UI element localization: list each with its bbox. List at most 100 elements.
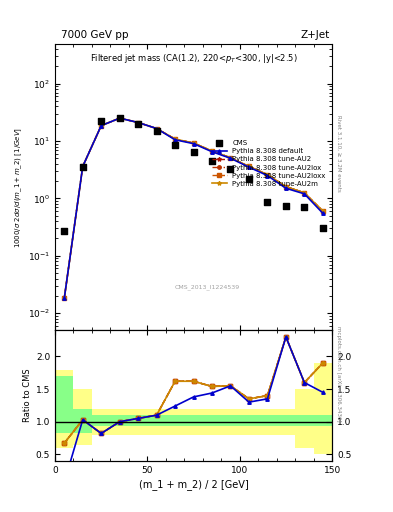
CMS — [246, 175, 252, 183]
Pythia 8.308 default — [284, 185, 288, 191]
CMS — [135, 120, 141, 128]
Pythia 8.308 tune-AU2loxx — [118, 115, 122, 121]
Pythia 8.308 tune-AU2loxx — [228, 155, 233, 161]
X-axis label: (m_1 + m_2) / 2 [GeV]: (m_1 + m_2) / 2 [GeV] — [139, 479, 248, 490]
Pythia 8.308 default — [62, 295, 67, 302]
Pythia 8.308 tune-AU2loxx — [284, 184, 288, 190]
Pythia 8.308 tune-AU2m — [99, 122, 104, 129]
Pythia 8.308 default — [154, 125, 159, 132]
Pythia 8.308 tune-AU2loxx — [302, 190, 307, 196]
CMS — [301, 203, 308, 211]
Pythia 8.308 tune-AU2 — [173, 136, 178, 142]
CMS — [264, 198, 271, 206]
Pythia 8.308 default — [321, 210, 325, 217]
Pythia 8.308 tune-AU2loxx — [136, 119, 141, 125]
Pythia 8.308 tune-AU2loxx — [99, 122, 104, 129]
Line: Pythia 8.308 tune-AU2: Pythia 8.308 tune-AU2 — [62, 116, 325, 301]
Pythia 8.308 tune-AU2lox — [173, 136, 178, 142]
Pythia 8.308 tune-AU2 — [302, 190, 307, 196]
Pythia 8.308 tune-AU2lox — [247, 163, 252, 169]
Text: Filtered jet mass (CA(1.2), 220<$p_T$<300, |y|<2.5): Filtered jet mass (CA(1.2), 220<$p_T$<30… — [90, 52, 298, 65]
Pythia 8.308 tune-AU2 — [247, 163, 252, 169]
Pythia 8.308 tune-AU2loxx — [265, 172, 270, 178]
Y-axis label: $1000/\sigma\ 2d\sigma/d(m\_1 + m\_2)\ [1/GeV]$: $1000/\sigma\ 2d\sigma/d(m\_1 + m\_2)\ [… — [13, 126, 24, 247]
Line: Pythia 8.308 tune-AU2lox: Pythia 8.308 tune-AU2lox — [62, 116, 325, 300]
Pythia 8.308 tune-AU2 — [136, 119, 141, 125]
Pythia 8.308 default — [265, 173, 270, 179]
Pythia 8.308 default — [99, 122, 104, 129]
CMS — [117, 114, 123, 122]
Pythia 8.308 tune-AU2loxx — [210, 148, 215, 154]
Pythia 8.308 tune-AU2lox — [81, 163, 85, 169]
Pythia 8.308 tune-AU2loxx — [154, 125, 159, 132]
CMS — [209, 157, 215, 165]
Text: Z+Jet: Z+Jet — [301, 30, 330, 40]
CMS — [228, 165, 234, 174]
Pythia 8.308 default — [302, 191, 307, 197]
Pythia 8.308 tune-AU2lox — [321, 208, 325, 214]
CMS — [283, 201, 289, 209]
Pythia 8.308 tune-AU2lox — [265, 172, 270, 178]
Pythia 8.308 tune-AU2m — [136, 119, 141, 125]
Pythia 8.308 tune-AU2loxx — [81, 163, 85, 169]
Pythia 8.308 tune-AU2m — [228, 155, 233, 161]
Pythia 8.308 tune-AU2 — [284, 184, 288, 190]
Pythia 8.308 tune-AU2m — [191, 140, 196, 146]
Pythia 8.308 tune-AU2m — [62, 295, 67, 302]
Pythia 8.308 tune-AU2 — [265, 172, 270, 178]
Pythia 8.308 tune-AU2 — [81, 163, 85, 169]
Pythia 8.308 tune-AU2m — [247, 163, 252, 169]
Pythia 8.308 tune-AU2lox — [99, 122, 104, 129]
Pythia 8.308 tune-AU2m — [321, 208, 325, 214]
Pythia 8.308 tune-AU2 — [154, 125, 159, 132]
Pythia 8.308 tune-AU2m — [173, 136, 178, 142]
Pythia 8.308 tune-AU2loxx — [321, 208, 325, 214]
Pythia 8.308 tune-AU2m — [81, 163, 85, 169]
Pythia 8.308 tune-AU2m — [210, 148, 215, 154]
Pythia 8.308 tune-AU2loxx — [62, 295, 67, 302]
Pythia 8.308 default — [191, 141, 196, 147]
CMS — [98, 117, 105, 125]
Pythia 8.308 tune-AU2loxx — [173, 136, 178, 142]
CMS — [61, 227, 68, 235]
Pythia 8.308 tune-AU2lox — [118, 115, 122, 121]
CMS — [191, 147, 197, 156]
Line: Pythia 8.308 tune-AU2loxx: Pythia 8.308 tune-AU2loxx — [62, 116, 325, 300]
Pythia 8.308 tune-AU2 — [228, 155, 233, 161]
Pythia 8.308 default — [118, 115, 122, 121]
Line: Pythia 8.308 default: Pythia 8.308 default — [62, 116, 325, 300]
Pythia 8.308 tune-AU2m — [302, 190, 307, 196]
Pythia 8.308 tune-AU2lox — [210, 148, 215, 154]
Pythia 8.308 tune-AU2lox — [154, 125, 159, 132]
Pythia 8.308 default — [136, 119, 141, 125]
Pythia 8.308 tune-AU2 — [321, 208, 325, 214]
Pythia 8.308 tune-AU2 — [118, 115, 122, 121]
Pythia 8.308 tune-AU2lox — [284, 184, 288, 190]
CMS — [320, 224, 326, 232]
Y-axis label: Ratio to CMS: Ratio to CMS — [23, 369, 31, 422]
Line: Pythia 8.308 tune-AU2m: Pythia 8.308 tune-AU2m — [62, 116, 325, 301]
Pythia 8.308 tune-AU2 — [99, 122, 104, 129]
Legend: CMS, Pythia 8.308 default, Pythia 8.308 tune-AU2, Pythia 8.308 tune-AU2lox, Pyth: CMS, Pythia 8.308 default, Pythia 8.308 … — [210, 139, 327, 188]
Pythia 8.308 tune-AU2 — [210, 148, 215, 154]
Pythia 8.308 default — [228, 155, 233, 161]
Text: 7000 GeV pp: 7000 GeV pp — [61, 30, 129, 40]
CMS — [172, 141, 178, 149]
Pythia 8.308 tune-AU2lox — [191, 140, 196, 146]
Pythia 8.308 default — [210, 148, 215, 155]
Pythia 8.308 tune-AU2lox — [62, 295, 67, 302]
Pythia 8.308 tune-AU2loxx — [247, 163, 252, 169]
Pythia 8.308 tune-AU2 — [62, 295, 67, 302]
Pythia 8.308 tune-AU2lox — [228, 155, 233, 161]
Pythia 8.308 tune-AU2m — [154, 125, 159, 132]
Pythia 8.308 tune-AU2m — [284, 184, 288, 190]
Text: mcplots.cern.ch [arXiv:1306.3436]: mcplots.cern.ch [arXiv:1306.3436] — [336, 326, 341, 421]
Text: Rivet 3.1.10, ≥ 3.2M events: Rivet 3.1.10, ≥ 3.2M events — [336, 115, 341, 192]
Pythia 8.308 tune-AU2m — [265, 172, 270, 178]
Pythia 8.308 default — [81, 163, 85, 169]
Pythia 8.308 default — [247, 164, 252, 170]
CMS — [79, 163, 86, 171]
Pythia 8.308 tune-AU2 — [191, 140, 196, 146]
Pythia 8.308 tune-AU2lox — [136, 119, 141, 125]
CMS — [153, 127, 160, 135]
